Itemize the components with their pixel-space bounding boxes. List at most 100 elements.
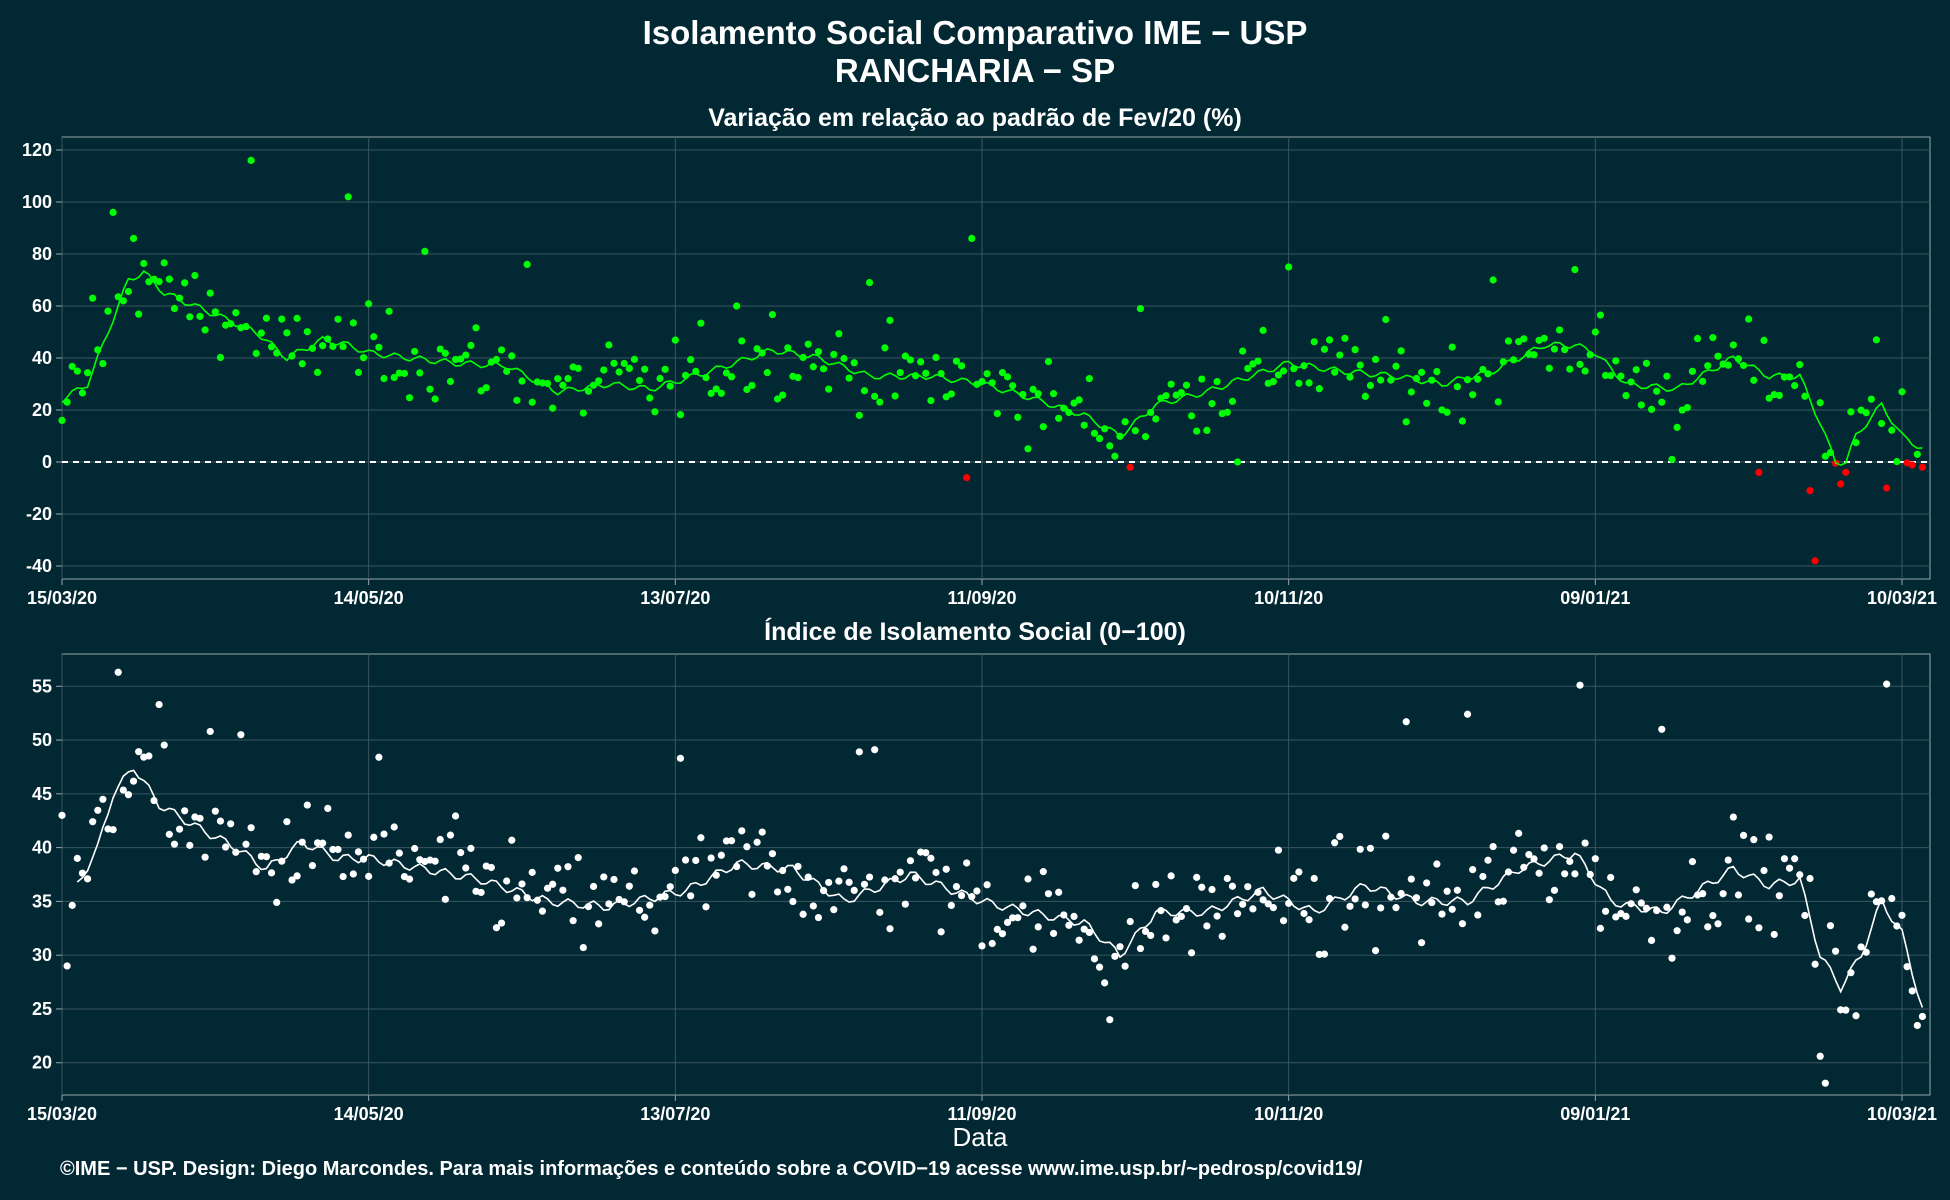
- index-point: [457, 849, 465, 857]
- index-point: [1147, 931, 1155, 940]
- index-point: [620, 898, 628, 906]
- index-point: [1279, 917, 1288, 925]
- variation-point: [947, 390, 955, 398]
- variation-point: [1131, 427, 1139, 435]
- index-point: [1458, 920, 1467, 928]
- index-point: [1801, 911, 1809, 920]
- variation-point: [1704, 362, 1712, 370]
- variation-point: [625, 364, 633, 373]
- index-point: [1683, 916, 1691, 924]
- variation-point: [1617, 372, 1625, 380]
- index-point: [993, 925, 1001, 933]
- variation-point: [1760, 336, 1768, 344]
- variation-point: [165, 275, 173, 283]
- index-point: [835, 877, 843, 885]
- index-point: [886, 925, 894, 933]
- index-point: [1601, 907, 1610, 915]
- index-point: [646, 901, 654, 909]
- variation-point: [1274, 371, 1283, 379]
- variation-point: [319, 342, 327, 350]
- variation-point: [395, 369, 403, 377]
- variation-point: [1162, 392, 1170, 400]
- index-point: [339, 872, 347, 881]
- variation-point: [109, 208, 117, 216]
- index-point: [543, 884, 552, 892]
- index-point: [1612, 913, 1620, 921]
- variation-point: [1305, 379, 1313, 387]
- index-point: [1371, 946, 1380, 955]
- variation-point: [1893, 458, 1901, 466]
- variation-point: [641, 365, 649, 373]
- index-point: [978, 942, 986, 950]
- variation-point: [1908, 461, 1916, 469]
- variation-point: [324, 335, 332, 343]
- variation-point: [518, 377, 526, 385]
- index-point: [1274, 846, 1283, 854]
- index-point: [1382, 832, 1390, 840]
- variation-point: [1591, 328, 1599, 336]
- variation-point: [1152, 415, 1160, 423]
- variation-point: [1693, 334, 1702, 343]
- index-point: [441, 895, 449, 903]
- x-tick-label: 15/03/20: [27, 588, 97, 608]
- variation-point: [896, 368, 904, 377]
- variation-point: [1167, 380, 1175, 388]
- variation-point: [998, 368, 1007, 377]
- index-point: [1203, 922, 1211, 930]
- index-point: [370, 833, 378, 841]
- index-point: [1249, 905, 1257, 913]
- variation-point: [140, 259, 148, 268]
- x-axis-label: Data: [952, 1122, 1008, 1152]
- index-point: [1489, 842, 1497, 851]
- index-point: [135, 748, 143, 756]
- variation-point: [1837, 480, 1845, 488]
- variation-point: [1775, 391, 1783, 400]
- variation-point: [1883, 484, 1891, 492]
- index-point: [1448, 905, 1456, 913]
- index-point: [1555, 843, 1564, 851]
- variation-point: [227, 320, 235, 328]
- index-point: [1049, 929, 1058, 938]
- variation-point: [917, 358, 925, 366]
- index-point: [630, 867, 639, 875]
- index-point: [574, 854, 582, 862]
- index-point: [569, 917, 577, 925]
- index-point: [538, 907, 547, 915]
- variation-point: [313, 368, 322, 377]
- index-point: [1724, 856, 1732, 864]
- variation-point: [1601, 371, 1610, 380]
- variation-point: [472, 324, 480, 332]
- y-tick-label: 80: [32, 244, 52, 264]
- variation-point: [359, 354, 368, 362]
- index-point: [109, 826, 117, 834]
- index-point: [1213, 912, 1221, 920]
- variation-point: [1279, 367, 1288, 375]
- variation-point: [1550, 345, 1559, 353]
- index-point: [998, 930, 1007, 938]
- variation-point: [1320, 345, 1329, 353]
- variation-point: [1336, 351, 1344, 359]
- index-point: [324, 804, 332, 812]
- variation-point: [1688, 367, 1697, 375]
- index-point: [768, 850, 777, 858]
- index-point: [748, 890, 756, 898]
- variation-point: [426, 385, 434, 393]
- variation-point: [717, 389, 725, 397]
- variation-point: [687, 356, 695, 364]
- index-point: [186, 841, 194, 849]
- index-point: [242, 840, 250, 848]
- variation-point: [1918, 463, 1927, 471]
- variation-point: [1213, 378, 1221, 386]
- variation-point: [707, 389, 715, 397]
- index-point: [1019, 902, 1027, 910]
- variation-point: [457, 355, 465, 363]
- index-point: [145, 752, 153, 760]
- variation-point: [1724, 361, 1732, 369]
- variation-point: [1433, 368, 1441, 376]
- index-point: [911, 874, 920, 882]
- index-moving-average-line: [76, 769, 1924, 1008]
- index-point: [1499, 897, 1507, 905]
- index-point: [1883, 680, 1891, 688]
- index-point: [1111, 952, 1119, 960]
- index-point: [1688, 858, 1697, 866]
